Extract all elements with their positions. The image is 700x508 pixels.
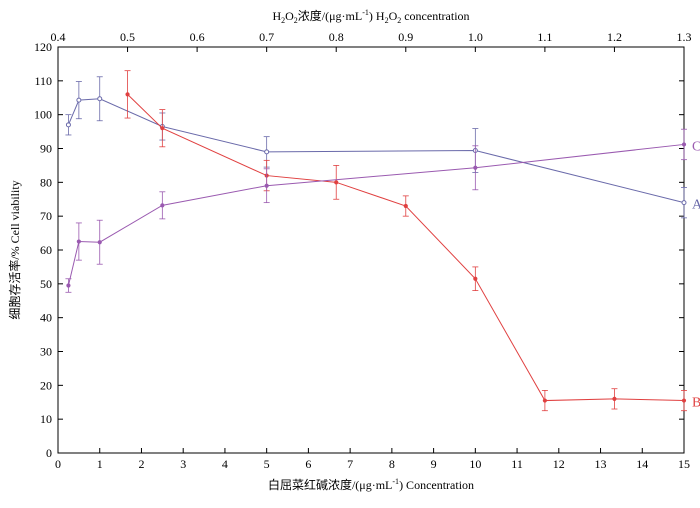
data-point [681, 142, 687, 147]
data-point [264, 183, 269, 188]
data-point [76, 239, 81, 244]
data-point [160, 126, 165, 131]
left-tick-label: 50 [40, 277, 52, 291]
bottom-tick-label: 6 [305, 457, 311, 471]
data-point [681, 200, 687, 206]
left-tick-label: 110 [34, 74, 52, 88]
data-point [473, 165, 478, 170]
left-tick-label: 80 [40, 175, 52, 189]
left-tick-label: 20 [40, 378, 52, 392]
left-tick-label: 100 [34, 108, 52, 122]
data-point [160, 203, 165, 208]
data-point [334, 180, 339, 185]
series-label-B: B [692, 396, 700, 411]
left-tick-label: 30 [40, 345, 52, 359]
series-C: C [65, 128, 700, 293]
bottom-tick-label: 9 [431, 457, 437, 471]
series-line-C [67, 143, 685, 286]
left-tick-label: 40 [40, 311, 52, 325]
data-point [125, 92, 130, 97]
left-tick-label: 90 [40, 142, 52, 156]
bottom-tick-label: 13 [595, 457, 607, 471]
series-label-C: C [692, 139, 700, 154]
data-point [403, 203, 408, 209]
left-tick-label: 70 [40, 209, 52, 223]
data-point [65, 122, 71, 128]
top-tick-label: 0.6 [190, 30, 205, 44]
bottom-tick-label: 5 [264, 457, 270, 471]
top-tick-label: 1.2 [607, 30, 622, 44]
data-point [97, 96, 103, 102]
top-tick-label: 0.5 [120, 30, 135, 44]
bottom-tick-label: 1 [97, 457, 103, 471]
top-tick-label: 1.1 [537, 30, 552, 44]
left-axis-title: 细胞存活率/% Cell viability [7, 180, 22, 319]
top-tick-label: 0.9 [398, 30, 413, 44]
bottom-tick-label: 2 [138, 457, 144, 471]
bottom-axis-title: 白屈菜红碱浓度/(μg·mL-1) Concentration [268, 477, 474, 492]
left-tick-label: 0 [46, 446, 52, 460]
plot-frame [57, 46, 685, 454]
left-tick-label: 120 [34, 40, 52, 54]
series-A: A [65, 76, 700, 219]
data-point [97, 240, 102, 245]
data-point [542, 398, 547, 403]
left-tick-label: 60 [40, 243, 52, 257]
series-B: B [124, 70, 700, 412]
top-tick-label: 1.3 [677, 30, 692, 44]
top-tick-label: 0.7 [259, 30, 274, 44]
bottom-tick-label: 12 [553, 457, 565, 471]
bottom-tick-label: 8 [389, 457, 395, 471]
bottom-tick-label: 11 [511, 457, 523, 471]
bottom-tick-label: 0 [55, 457, 61, 471]
top-tick-label: 1.0 [468, 30, 483, 44]
bottom-tick-label: 10 [469, 457, 481, 471]
left-axis-ticks: 0 10 20 30 40 50 60 70 80 90 100 110 120 [34, 40, 684, 460]
series-line-B [127, 94, 685, 402]
bottom-tick-label: 15 [678, 457, 690, 471]
data-point [76, 97, 82, 103]
bottom-tick-label: 4 [222, 457, 228, 471]
bottom-tick-label: 14 [636, 457, 648, 471]
left-tick-label: 10 [40, 412, 52, 426]
bottom-tick-label: 7 [347, 457, 353, 471]
top-tick-label: 0.8 [329, 30, 344, 44]
data-point [612, 396, 617, 401]
axes [57, 46, 685, 454]
data-point [264, 149, 270, 155]
bottom-axis-ticks: 0 1 2 3 4 5 6 7 8 9 10 11 12 13 14 15 [55, 448, 690, 471]
data-point [473, 276, 478, 281]
bottom-tick-label: 3 [180, 457, 186, 471]
series-layer: A B C [65, 70, 700, 412]
top-tick-label: 0.4 [51, 30, 66, 44]
top-axis-ticks: 0.4 0.5 0.6 0.7 0.8 0.9 1.0 1.1 1.2 1.3 [51, 30, 692, 52]
data-point [66, 283, 71, 288]
series-label-A: A [692, 198, 700, 213]
data-point [681, 398, 687, 403]
series-line-A [67, 98, 685, 204]
top-axis-title: H2O2浓度/(μg·mL-1) H2O2 concentration [272, 8, 469, 25]
